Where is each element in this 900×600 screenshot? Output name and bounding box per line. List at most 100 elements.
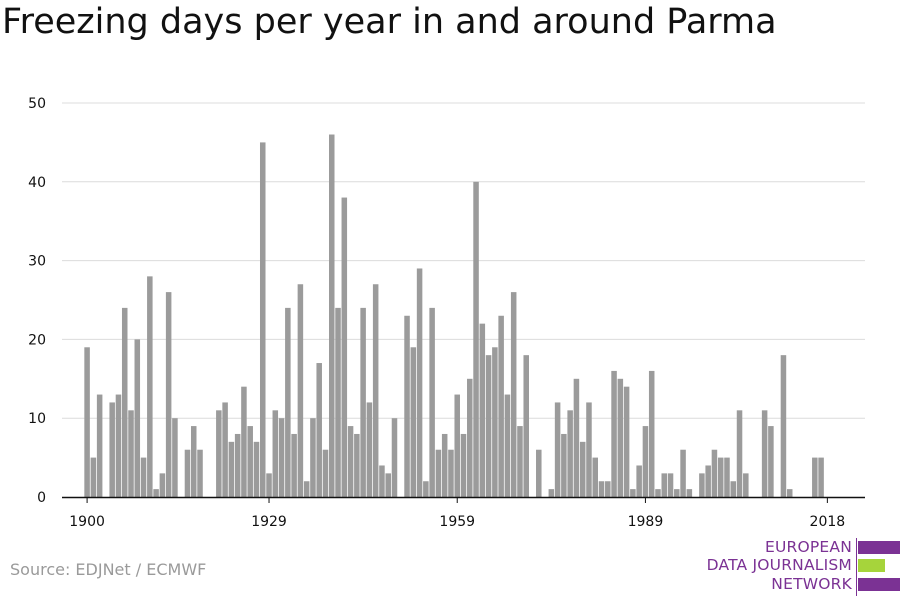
bar-1960[interactable] (460, 433, 467, 497)
bar-1970[interactable] (523, 355, 529, 497)
bar-2009[interactable] (768, 426, 774, 497)
bar-1909[interactable] (140, 457, 147, 497)
bar-2002[interactable] (724, 457, 730, 497)
bar-1986[interactable] (623, 386, 630, 497)
edjnet-logo[interactable]: EUROPEAN DATA JOURNALISM NETWORK (700, 538, 900, 596)
bar-1980[interactable] (586, 402, 592, 497)
bar-2003[interactable] (730, 481, 737, 497)
bar-1900[interactable] (84, 347, 90, 497)
bar-1948[interactable] (385, 473, 391, 497)
bar-1944[interactable] (360, 307, 366, 497)
bar-2005[interactable] (743, 473, 749, 497)
bar-1999[interactable] (705, 465, 711, 497)
bar-1902[interactable] (96, 394, 103, 497)
bar-1995[interactable] (680, 449, 686, 497)
bar-1966[interactable] (498, 315, 504, 497)
bar-1908[interactable] (134, 339, 141, 497)
bar-1945[interactable] (366, 402, 373, 497)
bar-1958[interactable] (448, 449, 454, 497)
bar-1951[interactable] (404, 315, 410, 497)
bar-1938[interactable] (322, 449, 329, 497)
bar-2004[interactable] (736, 410, 743, 497)
bar-1968[interactable] (510, 292, 517, 497)
bar-1904[interactable] (109, 402, 115, 497)
bar-1930[interactable] (272, 410, 279, 497)
bar-1954[interactable] (423, 481, 429, 497)
bar-1941[interactable] (341, 197, 348, 497)
bar-1975[interactable] (554, 402, 561, 497)
bar-1925[interactable] (241, 386, 247, 497)
bar-1918[interactable] (197, 449, 203, 497)
bar-2016[interactable] (812, 457, 818, 497)
bar-1972[interactable] (536, 449, 542, 497)
bar-1962[interactable] (473, 181, 479, 498)
bar-1936[interactable] (310, 418, 316, 497)
bar-1963[interactable] (479, 323, 486, 497)
bar-1927[interactable] (253, 441, 260, 497)
bar-1961[interactable] (467, 378, 473, 497)
bar-1993[interactable] (667, 473, 674, 497)
bar-1906[interactable] (121, 307, 128, 497)
bar-1910[interactable] (147, 276, 153, 497)
bar-1996[interactable] (686, 489, 693, 497)
bar-2017[interactable] (818, 457, 824, 497)
bar-2012[interactable] (786, 489, 793, 497)
bar-1929[interactable] (266, 473, 272, 497)
bar-1952[interactable] (410, 347, 417, 497)
bar-1912[interactable] (159, 473, 166, 497)
bar-1942[interactable] (347, 426, 354, 497)
bar-1931[interactable] (278, 418, 285, 497)
bar-1953[interactable] (416, 268, 423, 497)
bar-1967[interactable] (504, 394, 511, 497)
bar-1991[interactable] (655, 489, 661, 497)
bar-1994[interactable] (674, 489, 680, 497)
bar-1965[interactable] (492, 347, 498, 497)
bar-1959[interactable] (454, 394, 460, 497)
bar-1998[interactable] (699, 473, 705, 497)
bar-1955[interactable] (429, 307, 435, 497)
bar-1974[interactable] (548, 489, 555, 497)
bar-2008[interactable] (761, 410, 768, 497)
bar-1923[interactable] (228, 441, 235, 497)
bar-1914[interactable] (172, 418, 178, 497)
bar-1937[interactable] (316, 363, 322, 497)
bar-1921[interactable] (216, 410, 222, 497)
bar-1969[interactable] (517, 426, 523, 497)
bar-1907[interactable] (128, 410, 134, 497)
bar-1924[interactable] (234, 433, 241, 497)
bar-1913[interactable] (165, 292, 172, 497)
bar-1982[interactable] (598, 481, 605, 497)
bar-1987[interactable] (630, 489, 636, 497)
bar-1916[interactable] (184, 449, 191, 497)
bar-1934[interactable] (297, 284, 304, 497)
bar-1943[interactable] (354, 433, 360, 497)
bar-1905[interactable] (115, 394, 122, 497)
bar-1947[interactable] (379, 465, 385, 497)
bar-1988[interactable] (636, 465, 642, 497)
bar-2001[interactable] (717, 457, 724, 497)
bar-1984[interactable] (611, 370, 617, 497)
bar-1977[interactable] (567, 410, 573, 497)
bar-2000[interactable] (711, 449, 718, 497)
bar-2011[interactable] (780, 355, 787, 497)
bar-1911[interactable] (153, 489, 159, 497)
bar-1956[interactable] (435, 449, 442, 497)
bar-1932[interactable] (285, 307, 291, 497)
bar-1957[interactable] (441, 433, 448, 497)
bar-1939[interactable] (328, 134, 335, 497)
bar-1989[interactable] (642, 426, 649, 497)
bar-1901[interactable] (90, 457, 97, 497)
bar-1922[interactable] (222, 402, 228, 497)
bar-1964[interactable] (485, 355, 492, 497)
bar-1917[interactable] (190, 426, 197, 497)
bar-1981[interactable] (592, 457, 599, 497)
bar-1946[interactable] (372, 284, 379, 497)
bar-1928[interactable] (259, 142, 266, 497)
bar-1979[interactable] (579, 441, 586, 497)
bar-1985[interactable] (617, 378, 624, 497)
bar-1976[interactable] (561, 433, 567, 497)
bar-1990[interactable] (648, 370, 655, 497)
bar-1926[interactable] (247, 426, 253, 497)
bar-1992[interactable] (661, 473, 668, 497)
bar-1949[interactable] (391, 418, 398, 497)
